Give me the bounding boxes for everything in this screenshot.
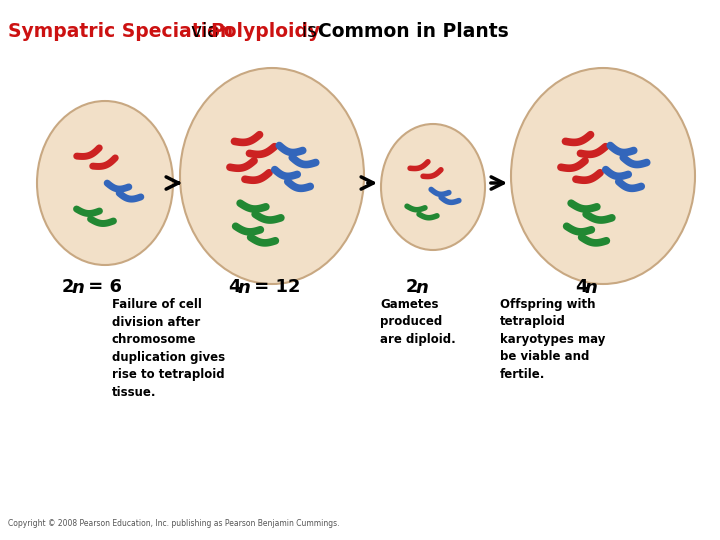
Text: 4: 4 — [228, 278, 240, 296]
Text: 2: 2 — [406, 278, 418, 296]
Text: = 6: = 6 — [81, 278, 122, 296]
Text: = 12: = 12 — [248, 278, 300, 296]
Text: n: n — [71, 279, 84, 297]
Text: n: n — [585, 279, 597, 297]
Ellipse shape — [37, 101, 173, 265]
Ellipse shape — [381, 124, 485, 250]
Text: Failure of cell
division after
chromosome
duplication gives
rise to tetraploid
t: Failure of cell division after chromosom… — [112, 298, 225, 399]
Text: is: is — [296, 22, 323, 41]
Text: n: n — [415, 279, 428, 297]
Text: Sympatric Speciation: Sympatric Speciation — [8, 22, 233, 41]
Text: Gametes
produced
are diploid.: Gametes produced are diploid. — [380, 298, 456, 346]
Text: 2: 2 — [62, 278, 74, 296]
Text: Copyright © 2008 Pearson Education, Inc. publishing as Pearson Benjamin Cummings: Copyright © 2008 Pearson Education, Inc.… — [8, 519, 340, 528]
Text: via: via — [185, 22, 225, 41]
Text: Polyploidy: Polyploidy — [210, 22, 320, 41]
Ellipse shape — [511, 68, 695, 284]
Text: n: n — [238, 279, 251, 297]
Text: Common in Plants: Common in Plants — [318, 22, 509, 41]
Text: Offspring with
tetraploid
karyotypes may
be viable and
fertile.: Offspring with tetraploid karyotypes may… — [500, 298, 606, 381]
Text: 4: 4 — [575, 278, 588, 296]
Ellipse shape — [180, 68, 364, 284]
